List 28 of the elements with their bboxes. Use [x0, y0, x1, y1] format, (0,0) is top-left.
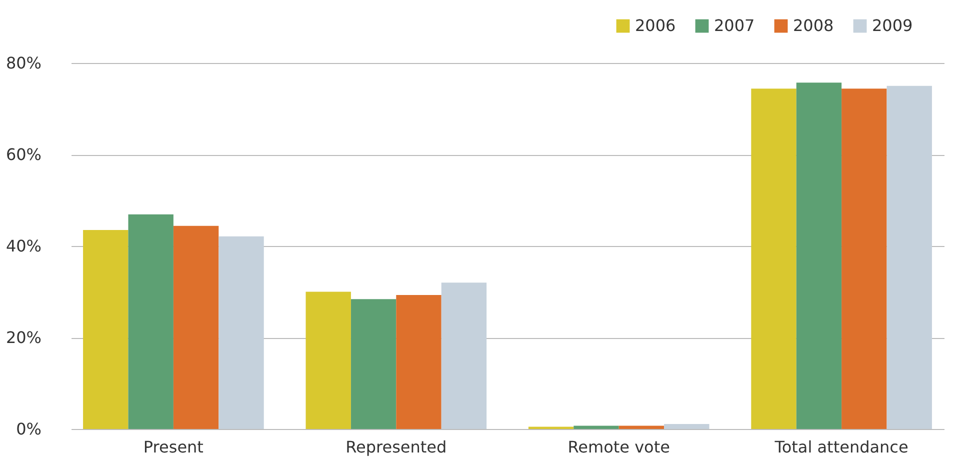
bar	[842, 88, 887, 429]
bar	[886, 86, 932, 429]
y-tick-label: 40%	[6, 236, 42, 256]
x-tick-label: Remote vote	[568, 438, 670, 456]
bar	[83, 230, 128, 429]
bar	[350, 299, 396, 429]
x-tick-label: Present	[143, 438, 204, 456]
bar	[574, 426, 619, 429]
bar	[306, 292, 351, 429]
legend-label: 2006	[635, 16, 676, 35]
bar	[441, 282, 487, 429]
legend-label: 2009	[872, 16, 913, 35]
bar	[796, 82, 842, 429]
y-tick-label: 60%	[6, 145, 42, 164]
bar	[396, 294, 442, 429]
y-tick-label: 0%	[16, 420, 42, 438]
bar	[128, 214, 174, 429]
bar	[218, 236, 264, 429]
x-tick-label: Represented	[346, 438, 447, 456]
legend-label: 2007	[714, 16, 755, 35]
bar	[173, 226, 219, 429]
y-tick-label: 80%	[6, 54, 42, 72]
bar	[751, 88, 796, 429]
bar	[664, 424, 710, 429]
x-tick-label: Total attendance	[774, 438, 908, 456]
legend-label: 2008	[793, 16, 834, 35]
bar	[618, 426, 664, 429]
y-tick-label: 20%	[6, 328, 42, 347]
